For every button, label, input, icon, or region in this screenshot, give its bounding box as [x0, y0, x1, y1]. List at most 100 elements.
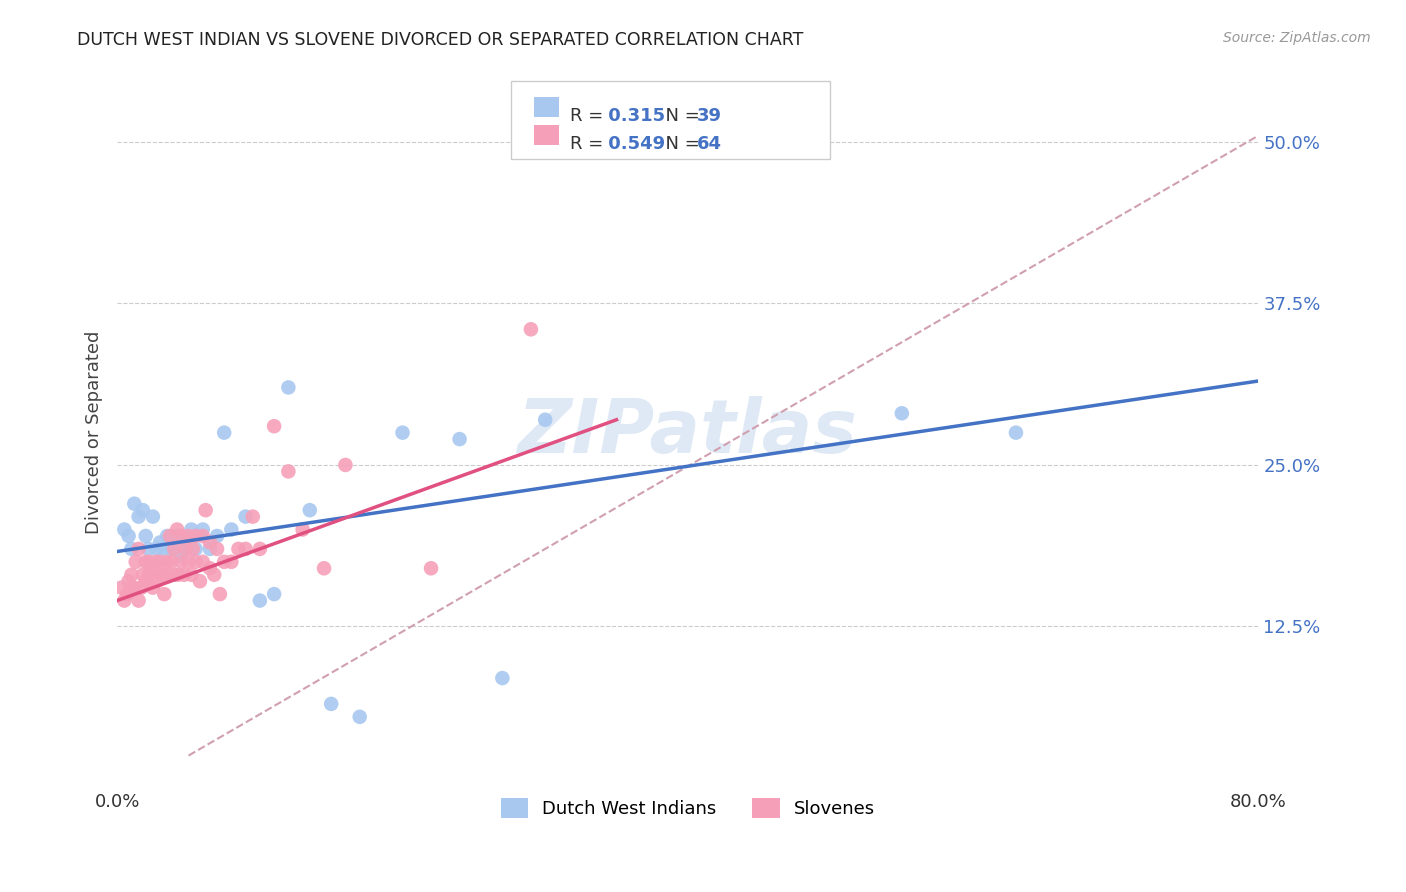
Point: [166, 529, 188, 543]
Point: [138, 567, 160, 582]
Point: [228, 541, 250, 556]
Point: [145, 555, 167, 569]
Point: [112, 593, 135, 607]
Point: [321, 697, 343, 711]
Point: [177, 555, 200, 569]
Point: [124, 497, 146, 511]
Text: 0.315: 0.315: [602, 106, 665, 125]
Point: [166, 523, 188, 537]
Point: [128, 593, 150, 607]
Point: [263, 419, 285, 434]
Point: [184, 541, 207, 556]
Point: [142, 509, 165, 524]
Point: [132, 503, 155, 517]
Point: [491, 671, 513, 685]
Point: [212, 555, 235, 569]
Text: Source: ZipAtlas.com: Source: ZipAtlas.com: [1223, 31, 1371, 45]
Point: [391, 425, 413, 440]
FancyBboxPatch shape: [534, 96, 558, 117]
Point: [202, 567, 225, 582]
Point: [120, 541, 142, 556]
Text: ZIPatlas: ZIPatlas: [517, 396, 858, 469]
Point: [181, 541, 204, 556]
Point: [212, 425, 235, 440]
Point: [184, 529, 207, 543]
Legend: Dutch West Indians, Slovenes: Dutch West Indians, Slovenes: [494, 790, 883, 825]
Point: [198, 535, 221, 549]
Point: [449, 432, 471, 446]
Point: [117, 574, 139, 589]
Point: [153, 587, 176, 601]
Point: [221, 523, 243, 537]
Point: [159, 529, 181, 543]
Point: [163, 541, 186, 556]
Point: [125, 555, 148, 569]
Point: [138, 555, 160, 569]
Point: [242, 509, 264, 524]
Point: [152, 567, 174, 582]
Point: [191, 523, 214, 537]
Point: [235, 509, 257, 524]
Point: [291, 523, 314, 537]
Point: [263, 587, 285, 601]
Point: [163, 567, 186, 582]
Text: DUTCH WEST INDIAN VS SLOVENE DIVORCED OR SEPARATED CORRELATION CHART: DUTCH WEST INDIAN VS SLOVENE DIVORCED OR…: [77, 31, 804, 49]
Point: [160, 555, 183, 569]
Point: [249, 593, 271, 607]
Point: [146, 541, 169, 556]
Point: [198, 541, 221, 556]
Point: [194, 503, 217, 517]
Point: [170, 529, 193, 543]
Point: [167, 567, 190, 582]
Point: [520, 322, 543, 336]
Point: [117, 529, 139, 543]
Point: [205, 541, 228, 556]
Point: [198, 561, 221, 575]
Point: [149, 535, 172, 549]
Point: [205, 529, 228, 543]
Point: [180, 523, 202, 537]
Point: [170, 549, 193, 563]
Point: [277, 380, 299, 394]
Point: [335, 458, 357, 472]
Text: 64: 64: [697, 135, 721, 153]
Point: [132, 567, 155, 582]
Point: [180, 567, 202, 582]
Point: [142, 581, 165, 595]
Point: [235, 541, 257, 556]
Point: [128, 541, 150, 556]
Point: [156, 567, 179, 582]
Point: [112, 523, 135, 537]
Point: [177, 529, 200, 543]
Point: [163, 541, 186, 556]
Point: [149, 555, 172, 569]
Point: [110, 581, 132, 595]
Point: [149, 567, 172, 582]
Point: [534, 413, 557, 427]
Y-axis label: Divorced or Separated: Divorced or Separated: [86, 331, 103, 534]
Point: [177, 535, 200, 549]
Point: [221, 555, 243, 569]
Point: [142, 561, 165, 575]
Point: [173, 567, 195, 582]
Point: [312, 561, 335, 575]
Text: N =: N =: [654, 135, 704, 153]
Point: [298, 503, 321, 517]
Point: [135, 555, 157, 569]
Point: [120, 567, 142, 582]
Point: [349, 710, 371, 724]
Point: [135, 574, 157, 589]
Point: [174, 541, 197, 556]
Point: [191, 555, 214, 569]
Point: [131, 581, 153, 595]
Text: N =: N =: [654, 106, 704, 125]
Point: [128, 509, 150, 524]
Point: [188, 574, 211, 589]
Text: 0.549: 0.549: [602, 135, 665, 153]
Point: [124, 581, 146, 595]
Point: [420, 561, 443, 575]
FancyBboxPatch shape: [510, 81, 831, 159]
Text: R =: R =: [571, 106, 609, 125]
Point: [174, 541, 197, 556]
Point: [208, 587, 231, 601]
